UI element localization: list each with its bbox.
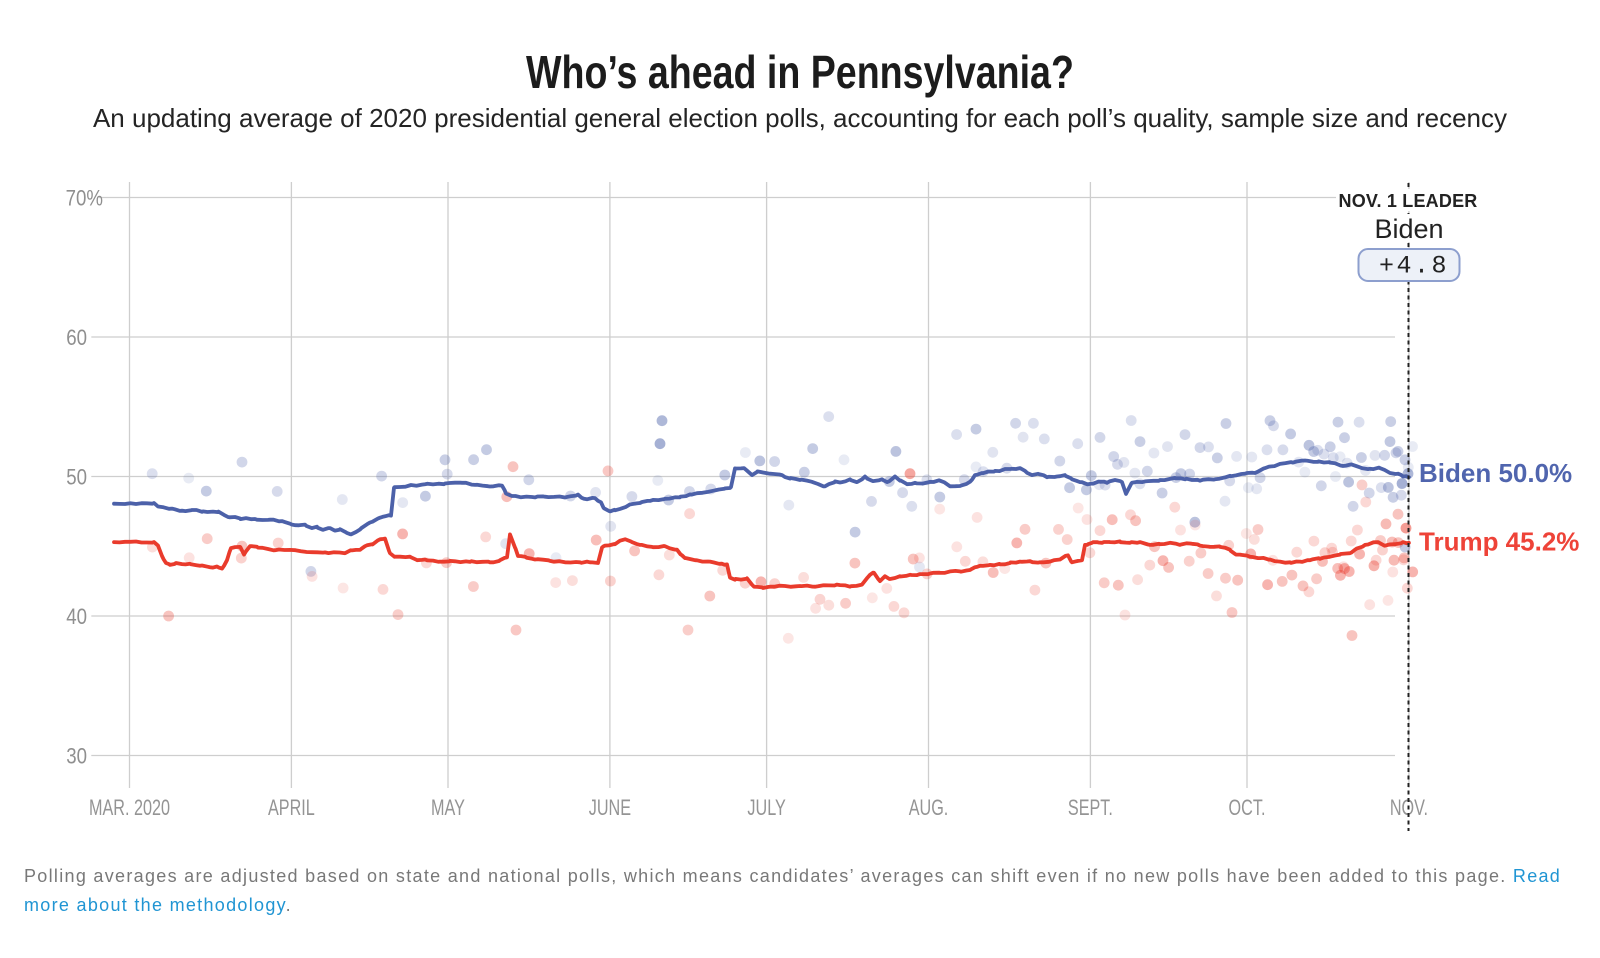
svg-text:MAR. 2020: MAR. 2020 xyxy=(89,795,170,820)
svg-text:60: 60 xyxy=(66,326,87,351)
svg-text:JULY: JULY xyxy=(747,795,785,820)
svg-text:70%: 70% xyxy=(66,186,103,211)
svg-text:+4.8: +4.8 xyxy=(1379,252,1449,281)
svg-text:NOV. 1 LEADER: NOV. 1 LEADER xyxy=(1339,191,1478,211)
svg-text:50: 50 xyxy=(66,465,87,490)
svg-text:30: 30 xyxy=(66,744,87,769)
svg-text:APRIL: APRIL xyxy=(268,795,315,820)
svg-text:MAY: MAY xyxy=(431,795,465,820)
svg-text:JUNE: JUNE xyxy=(589,795,631,820)
svg-text:OCT.: OCT. xyxy=(1229,795,1266,820)
svg-text:SEPT.: SEPT. xyxy=(1068,795,1113,820)
svg-text:Biden 50.0%: Biden 50.0% xyxy=(1419,458,1572,488)
svg-text:40: 40 xyxy=(66,605,87,630)
svg-text:AUG.: AUG. xyxy=(909,795,949,820)
svg-text:Trump 45.2%: Trump 45.2% xyxy=(1419,527,1579,557)
svg-text:Biden: Biden xyxy=(1374,214,1443,244)
